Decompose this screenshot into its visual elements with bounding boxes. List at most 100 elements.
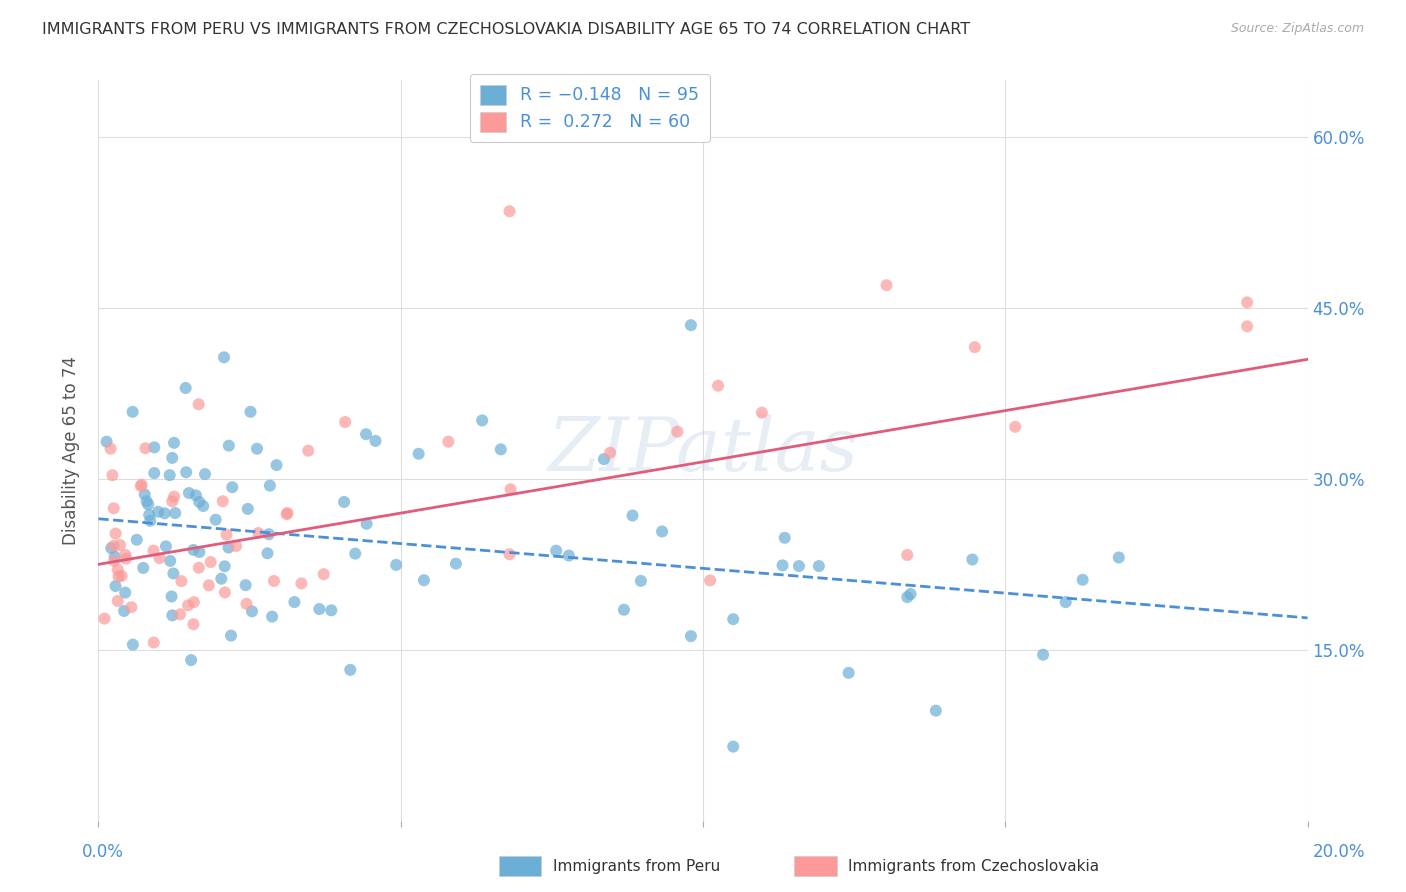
Point <box>546 543 568 558</box>
Point <box>1032 648 1054 662</box>
Point <box>651 524 673 539</box>
Point <box>896 590 918 604</box>
Point <box>212 351 235 365</box>
Point <box>246 442 269 456</box>
Point <box>679 318 702 333</box>
Point <box>240 604 263 618</box>
Point <box>103 501 125 516</box>
Point <box>169 607 191 622</box>
Point <box>263 574 285 588</box>
Point <box>108 538 131 552</box>
Point <box>290 576 312 591</box>
Point <box>125 533 148 547</box>
Text: 20.0%: 20.0% <box>1312 843 1365 861</box>
Point <box>187 561 209 575</box>
Point <box>120 600 142 615</box>
Point <box>593 452 616 467</box>
Point <box>235 597 257 611</box>
Point <box>188 495 211 509</box>
Point <box>100 541 122 555</box>
Point <box>174 465 197 479</box>
Point <box>256 546 278 560</box>
Point <box>218 541 240 555</box>
Point <box>96 434 118 449</box>
Point <box>599 446 621 460</box>
Point <box>184 488 207 502</box>
Point <box>437 434 460 449</box>
Point <box>162 566 184 581</box>
Point <box>103 539 125 553</box>
Point <box>204 513 226 527</box>
Point <box>183 542 205 557</box>
Point <box>134 487 156 501</box>
Text: Immigrants from Peru: Immigrants from Peru <box>553 859 720 873</box>
Point <box>364 434 387 448</box>
Point <box>187 397 209 411</box>
Point <box>112 604 135 618</box>
Point <box>498 547 520 561</box>
Point <box>247 526 270 541</box>
Point <box>215 527 238 541</box>
Point <box>104 526 127 541</box>
Point <box>723 612 745 626</box>
Point <box>1236 319 1258 334</box>
Point <box>699 574 721 588</box>
Point <box>613 603 636 617</box>
Point <box>925 704 948 718</box>
Point <box>236 502 259 516</box>
Point <box>121 405 143 419</box>
Point <box>162 608 184 623</box>
Point <box>333 495 356 509</box>
Point <box>107 594 129 608</box>
Point <box>160 590 183 604</box>
Point <box>308 602 330 616</box>
Point <box>259 478 281 492</box>
Point <box>499 483 522 497</box>
Point <box>787 559 810 574</box>
Point <box>131 478 153 492</box>
Point <box>630 574 652 588</box>
Point <box>132 561 155 575</box>
Point <box>163 435 186 450</box>
Y-axis label: Disability Age 65 to 74: Disability Age 65 to 74 <box>62 356 80 545</box>
Point <box>962 552 984 566</box>
Point <box>807 559 830 574</box>
Point <box>93 612 115 626</box>
Point <box>257 527 280 541</box>
Point <box>239 405 262 419</box>
Point <box>103 554 125 568</box>
Point <box>214 559 236 574</box>
Point <box>354 427 377 442</box>
Point <box>356 516 378 531</box>
Point <box>100 442 122 456</box>
Point <box>385 558 408 572</box>
Point <box>900 587 922 601</box>
Point <box>1071 573 1094 587</box>
Point <box>211 494 233 508</box>
Point <box>101 468 124 483</box>
Point <box>115 551 138 566</box>
Point <box>146 505 169 519</box>
Point <box>621 508 644 523</box>
Point <box>129 479 152 493</box>
Point <box>498 204 520 219</box>
Text: 0.0%: 0.0% <box>82 843 124 861</box>
Point <box>149 551 172 566</box>
Point <box>723 739 745 754</box>
Point <box>139 514 162 528</box>
Point <box>335 415 357 429</box>
Point <box>666 425 689 439</box>
Point <box>104 549 127 564</box>
Point <box>198 578 221 592</box>
Legend: R = −0.148   N = 95, R =  0.272   N = 60: R = −0.148 N = 95, R = 0.272 N = 60 <box>470 74 710 142</box>
Point <box>183 595 205 609</box>
Point <box>122 638 145 652</box>
Point <box>188 545 211 559</box>
Point <box>170 574 193 588</box>
Point <box>104 579 127 593</box>
Point <box>344 547 367 561</box>
Point <box>1054 595 1077 609</box>
Point <box>751 406 773 420</box>
Point <box>138 508 160 522</box>
Text: IMMIGRANTS FROM PERU VS IMMIGRANTS FROM CZECHOSLOVAKIA DISABILITY AGE 65 TO 74 C: IMMIGRANTS FROM PERU VS IMMIGRANTS FROM … <box>42 22 970 37</box>
